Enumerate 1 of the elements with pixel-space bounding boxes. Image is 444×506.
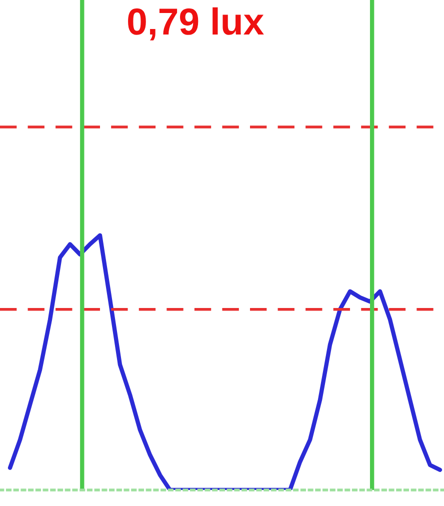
chart-title: 0,79 lux <box>128 7 264 40</box>
